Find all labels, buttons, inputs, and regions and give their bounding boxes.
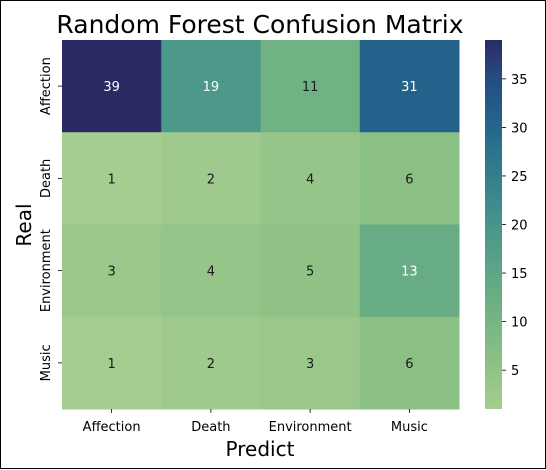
heatmap-cell bbox=[260, 40, 361, 133]
colorbar-tick-label: 20 bbox=[511, 219, 528, 234]
cell-value-label: 2 bbox=[207, 172, 215, 187]
colorbar-tick-label: 25 bbox=[511, 170, 528, 185]
cell-value-label: 31 bbox=[401, 80, 418, 95]
cell-value-label: 2 bbox=[207, 357, 215, 372]
heatmap-cell bbox=[161, 224, 261, 318]
x-tick-label: Affection bbox=[83, 420, 141, 435]
y-tick-label: Music bbox=[39, 344, 54, 381]
heatmap-cell bbox=[161, 132, 261, 225]
cell-value-label: 19 bbox=[203, 80, 220, 95]
colorbar-tick-label: 5 bbox=[511, 364, 519, 379]
heatmap-cells: 39 19 11 311 2 4 63 4 5 131 2 3 6 bbox=[62, 40, 460, 410]
heatmap-cell bbox=[62, 132, 162, 225]
cell-value-label: 4 bbox=[306, 172, 314, 187]
heatmap-cell bbox=[260, 316, 361, 410]
colorbar-ticks: 5 10 15 20 25 30 35 bbox=[502, 73, 528, 379]
cell-value-label: 4 bbox=[207, 265, 215, 280]
heatmap-cell bbox=[359, 132, 460, 225]
cell-value-label: 5 bbox=[306, 265, 314, 280]
cell-value-label: 3 bbox=[107, 265, 115, 280]
y-tick-label: Environment bbox=[39, 229, 54, 312]
cell-value-label: 39 bbox=[103, 80, 120, 95]
colorbar bbox=[485, 40, 502, 409]
x-tick-label: Death bbox=[191, 420, 230, 435]
heatmap-cell bbox=[359, 316, 460, 410]
x-axis-label: Predict bbox=[226, 437, 295, 461]
x-tick-labels: Affection Death Environment Music bbox=[83, 409, 428, 435]
y-tick-labels: Affection Death Environment Music bbox=[39, 57, 62, 381]
colorbar-tick-label: 35 bbox=[511, 73, 528, 88]
cell-value-label: 13 bbox=[401, 265, 418, 280]
heatmap-cell bbox=[62, 40, 162, 133]
heatmap-cell bbox=[62, 224, 162, 318]
cell-value-label: 6 bbox=[405, 357, 413, 372]
cell-value-label: 1 bbox=[107, 172, 115, 187]
cell-value-label: 1 bbox=[107, 357, 115, 372]
heatmap-cell bbox=[161, 40, 261, 133]
heatmap-cell bbox=[260, 132, 361, 225]
y-axis-label: Real bbox=[12, 203, 36, 246]
heatmap-cell bbox=[359, 40, 460, 133]
chart-title: Random Forest Confusion Matrix bbox=[56, 10, 463, 39]
cell-value-label: 6 bbox=[405, 172, 413, 187]
cell-value-label: 3 bbox=[306, 357, 314, 372]
y-tick-label: Death bbox=[39, 159, 54, 198]
x-tick-label: Music bbox=[391, 420, 428, 435]
heatmap-cell bbox=[161, 316, 261, 410]
heatmap-cell bbox=[62, 316, 162, 410]
heatmap-cell bbox=[260, 224, 361, 318]
colorbar-tick-label: 10 bbox=[511, 316, 528, 331]
colorbar-tick-label: 15 bbox=[511, 267, 528, 282]
colorbar-tick-label: 30 bbox=[511, 121, 528, 136]
heatmap-cell bbox=[359, 224, 460, 318]
x-tick-label: Environment bbox=[269, 420, 352, 435]
y-tick-label: Affection bbox=[39, 57, 54, 115]
cell-value-label: 11 bbox=[302, 80, 319, 95]
